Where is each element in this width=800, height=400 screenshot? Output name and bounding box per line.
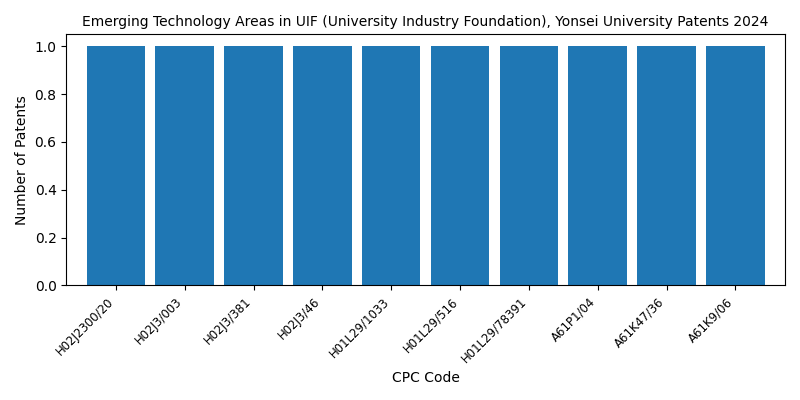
Bar: [500, 46, 558, 286]
Bar: [362, 46, 421, 286]
Bar: [86, 46, 145, 286]
Bar: [224, 46, 283, 286]
Bar: [706, 46, 765, 286]
Y-axis label: Number of Patents: Number of Patents: [15, 95, 29, 225]
Bar: [431, 46, 490, 286]
Bar: [638, 46, 696, 286]
X-axis label: CPC Code: CPC Code: [392, 371, 459, 385]
Bar: [569, 46, 627, 286]
Bar: [293, 46, 352, 286]
Title: Emerging Technology Areas in UIF (University Industry Foundation), Yonsei Univer: Emerging Technology Areas in UIF (Univer…: [82, 15, 769, 29]
Bar: [155, 46, 214, 286]
